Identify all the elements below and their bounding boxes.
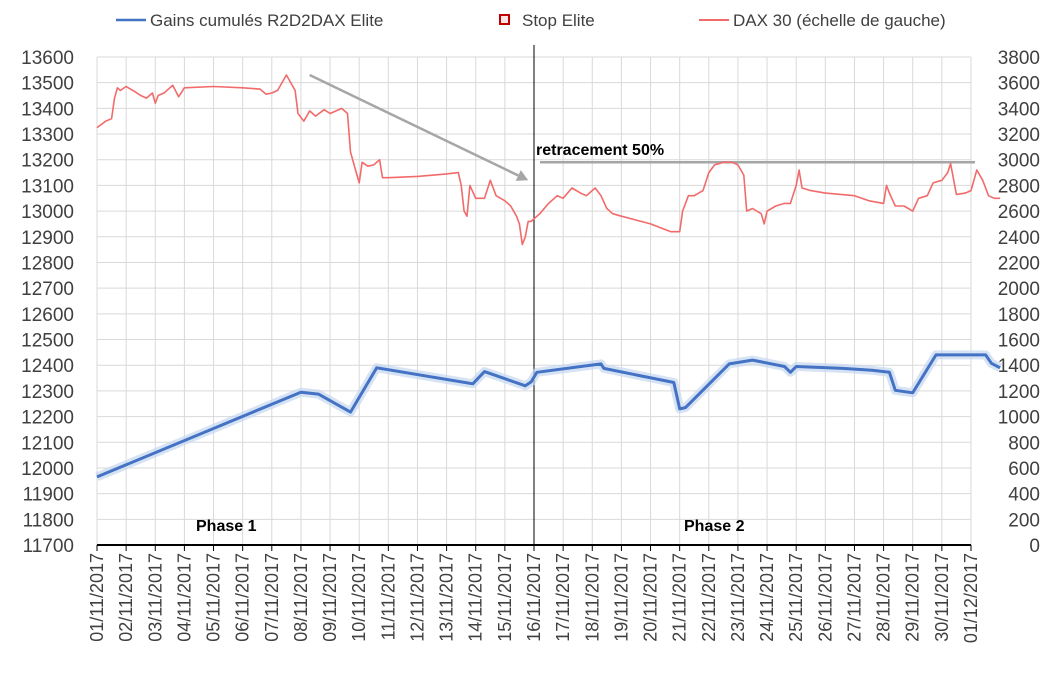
y-right-tick-label: 1600 bbox=[998, 331, 1040, 352]
y-right-tick-label: 3000 bbox=[998, 151, 1040, 172]
legend-label-dax: DAX 30 (échelle de gauche) bbox=[733, 11, 946, 30]
y-right-tick-label: 0 bbox=[1029, 536, 1040, 557]
y-left-tick-label: 12900 bbox=[21, 228, 74, 249]
x-tick-label: 20/11/2017 bbox=[641, 553, 661, 642]
y-right-tick-label: 1400 bbox=[998, 356, 1040, 377]
dax-line bbox=[96, 74, 1001, 246]
series-layer bbox=[95, 74, 1003, 482]
x-tick-label: 02/11/2017 bbox=[116, 553, 136, 642]
trend-arrow-head bbox=[515, 170, 529, 181]
x-tick-label: 26/11/2017 bbox=[815, 553, 835, 642]
x-tick-label: 01/12/2017 bbox=[961, 553, 981, 643]
y-left-tick-label: 12200 bbox=[21, 408, 74, 429]
y-left-tick-label: 13100 bbox=[21, 176, 74, 197]
annotations bbox=[309, 45, 975, 545]
y-right-tick-label: 600 bbox=[1008, 459, 1040, 480]
y-left-tick-label: 13300 bbox=[21, 125, 74, 146]
x-tick-label: 06/11/2017 bbox=[233, 553, 253, 642]
x-tick-label: 08/11/2017 bbox=[291, 553, 311, 642]
legend-swatch-stop bbox=[499, 14, 510, 25]
y-right-tick-label: 1800 bbox=[998, 305, 1040, 326]
x-tick-label: 25/11/2017 bbox=[786, 553, 806, 642]
legend-label-gains: Gains cumulés R2D2DAX Elite bbox=[150, 11, 383, 30]
y-left-tick-label: 13000 bbox=[21, 202, 74, 223]
y-right-tick-label: 1200 bbox=[998, 382, 1040, 403]
x-tick-label: 15/11/2017 bbox=[495, 553, 515, 642]
x-tick-label: 28/11/2017 bbox=[874, 553, 894, 642]
y-left-tick-label: 11700 bbox=[23, 536, 74, 557]
y-right-tick-label: 2400 bbox=[998, 228, 1040, 249]
phase-1-label: Phase 1 bbox=[196, 518, 257, 535]
y-right-tick-label: 800 bbox=[1008, 433, 1040, 454]
y-left-tick-label: 13500 bbox=[21, 74, 74, 95]
retracement-label: retracement 50% bbox=[536, 142, 664, 159]
y-left-tick-label: 12400 bbox=[21, 356, 74, 377]
right-y-axis: 0 200 400 600 800 1000 1200 1400 1600 1800 2000 220… bbox=[998, 48, 1040, 557]
y-left-tick-label: 12500 bbox=[21, 331, 74, 352]
x-tick-label: 04/11/2017 bbox=[174, 553, 194, 642]
y-left-tick-label: 12100 bbox=[21, 433, 74, 454]
x-tick-label: 05/11/2017 bbox=[204, 553, 224, 642]
x-tick-label: 21/11/2017 bbox=[670, 553, 690, 642]
x-tick-label: 29/11/2017 bbox=[903, 553, 923, 642]
x-axis: 01/11/2017 02/11/2017 03/11/2017 04/11/2017… bbox=[87, 544, 981, 643]
x-tick-label: 03/11/2017 bbox=[145, 553, 165, 642]
y-right-tick-label: 3800 bbox=[998, 48, 1040, 69]
x-tick-label: 07/11/2017 bbox=[262, 553, 282, 642]
label-layer: retracement 50% Phase 1 Phase 2 bbox=[196, 142, 745, 535]
x-tick-label: 11/11/2017 bbox=[378, 553, 398, 640]
x-tick-label: 19/11/2017 bbox=[611, 553, 631, 642]
x-tick-label: 23/11/2017 bbox=[728, 553, 748, 642]
y-left-tick-label: 12700 bbox=[21, 279, 74, 300]
y-right-tick-label: 3200 bbox=[998, 125, 1040, 146]
x-tick-label: 27/11/2017 bbox=[844, 553, 864, 642]
y-right-tick-label: 3600 bbox=[998, 74, 1040, 95]
trend-arrow-line bbox=[309, 73, 519, 177]
x-tick-label: 10/11/2017 bbox=[349, 553, 369, 642]
y-left-tick-label: 13600 bbox=[21, 48, 74, 69]
y-right-tick-label: 2000 bbox=[998, 279, 1040, 300]
x-tick-label: 30/11/2017 bbox=[932, 553, 952, 642]
x-tick-label: 16/11/2017 bbox=[524, 553, 544, 642]
y-right-tick-label: 400 bbox=[1008, 485, 1040, 506]
left-y-axis: 11700 11800 11900 12000 12100 12200 12300 12400… bbox=[21, 48, 74, 557]
y-left-tick-label: 12300 bbox=[21, 382, 74, 403]
y-left-tick-label: 12000 bbox=[21, 459, 74, 480]
x-tick-label: 18/11/2017 bbox=[582, 553, 602, 642]
y-left-tick-label: 13200 bbox=[21, 151, 74, 172]
y-right-tick-label: 2200 bbox=[998, 253, 1040, 274]
phase-2-label: Phase 2 bbox=[684, 518, 745, 535]
y-right-tick-label: 2600 bbox=[998, 202, 1040, 223]
x-tick-label: 14/11/2017 bbox=[466, 553, 486, 642]
y-left-tick-label: 11900 bbox=[23, 485, 74, 506]
x-tick-label: 22/11/2017 bbox=[699, 553, 719, 642]
x-tick-label: 17/11/2017 bbox=[553, 553, 573, 642]
gains-line-glow bbox=[95, 350, 1003, 482]
y-left-tick-label: 11800 bbox=[23, 510, 74, 531]
x-tick-label: 09/11/2017 bbox=[320, 553, 340, 642]
gains-line bbox=[96, 353, 1001, 479]
x-tick-label: 24/11/2017 bbox=[757, 553, 777, 642]
y-left-tick-label: 12600 bbox=[21, 305, 74, 326]
y-right-tick-label: 200 bbox=[1008, 510, 1040, 531]
chart-legend: Gains cumulés R2D2DAX Elite Stop Elite D… bbox=[116, 11, 946, 30]
x-tick-label: 12/11/2017 bbox=[407, 553, 427, 642]
y-left-tick-label: 12800 bbox=[21, 253, 74, 274]
y-left-tick-label: 13400 bbox=[21, 99, 74, 120]
y-right-tick-label: 1000 bbox=[998, 408, 1040, 429]
y-right-tick-label: 2800 bbox=[998, 176, 1040, 197]
x-tick-label: 01/11/2017 bbox=[87, 553, 107, 642]
legend-label-stop: Stop Elite bbox=[522, 11, 595, 30]
x-tick-label: 13/11/2017 bbox=[437, 553, 457, 642]
y-right-tick-label: 3400 bbox=[998, 99, 1040, 120]
